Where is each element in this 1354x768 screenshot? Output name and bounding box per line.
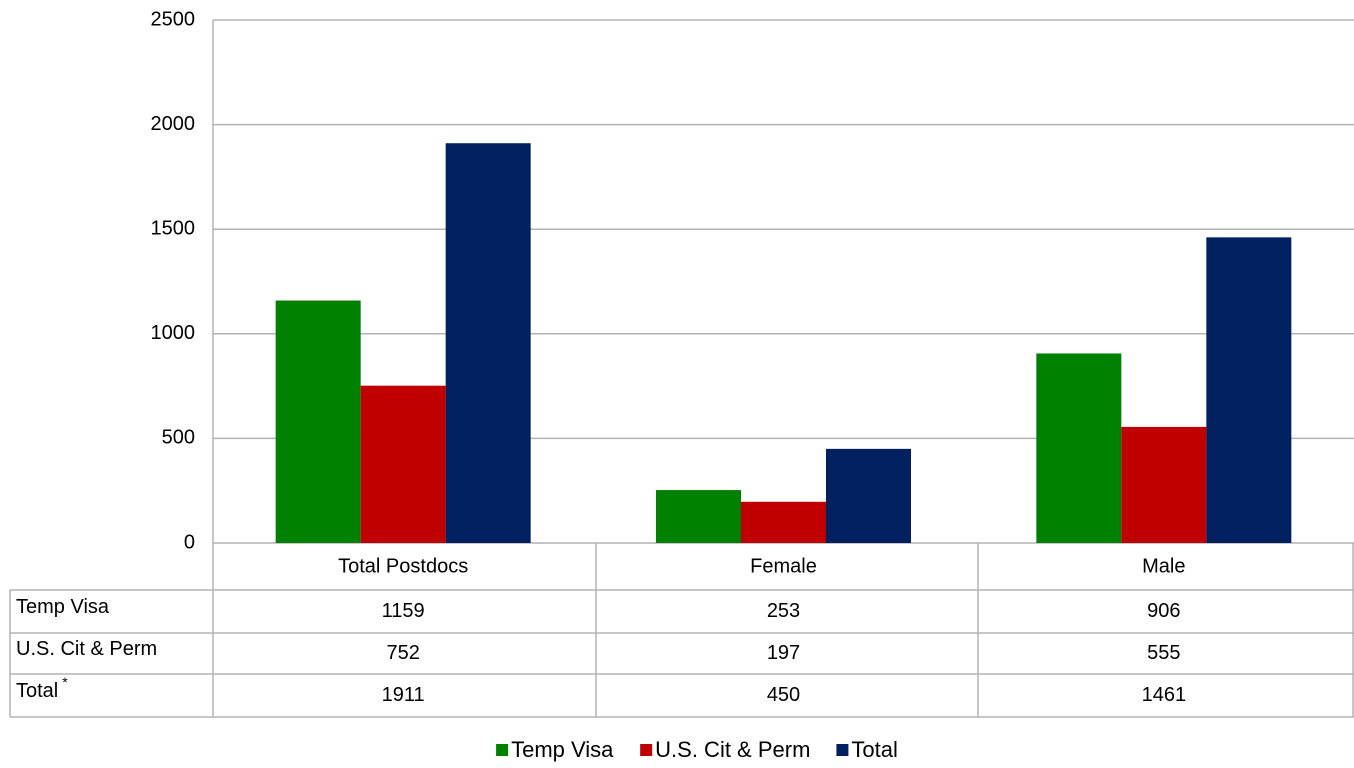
footnote-mark: * xyxy=(62,674,68,690)
table-row-label: Temp Visa xyxy=(16,596,110,618)
table-cell: 752 xyxy=(386,642,419,664)
bar xyxy=(656,490,741,543)
table-cell: 906 xyxy=(1147,600,1180,622)
legend-label: Temp Visa xyxy=(511,737,614,762)
bar xyxy=(826,448,911,543)
bar xyxy=(445,143,531,543)
table-cell: 555 xyxy=(1147,642,1180,664)
x-tick-label: Total Postdocs xyxy=(338,555,468,577)
y-tick-label: 500 xyxy=(162,427,195,449)
table-row-label: U.S. Cit & Perm xyxy=(16,638,157,660)
y-tick-label: 1500 xyxy=(151,217,196,239)
y-tick-label: 2500 xyxy=(151,8,196,30)
table-cell: 1461 xyxy=(1142,684,1187,706)
bar xyxy=(275,300,361,543)
table-cell: 1911 xyxy=(382,684,425,706)
table-cell: 253 xyxy=(767,600,800,622)
y-tick-label: 0 xyxy=(184,531,195,553)
bar xyxy=(741,501,826,543)
bar xyxy=(1206,237,1292,543)
legend-swatch xyxy=(836,744,849,756)
table-cell: 450 xyxy=(767,684,800,706)
x-tick-label: Male xyxy=(1142,555,1185,577)
y-tick-label: 2000 xyxy=(151,113,196,135)
table-row-label: Total xyxy=(16,680,58,702)
y-tick-label: 1000 xyxy=(151,322,196,344)
legend-swatch xyxy=(640,744,653,756)
x-tick-label: Female xyxy=(750,555,817,577)
bar xyxy=(360,385,446,543)
legend-label: Total xyxy=(851,737,897,762)
legend: Temp Visa U.S. Cit & Perm Total xyxy=(496,737,898,762)
legend-label: U.S. Cit & Perm xyxy=(655,737,810,762)
data-table-lines xyxy=(9,20,1354,718)
table-cell: 197 xyxy=(767,642,800,664)
bar xyxy=(1121,426,1207,543)
legend-swatch xyxy=(496,744,509,756)
table-cell: 1159 xyxy=(382,600,425,622)
bar xyxy=(1036,353,1122,543)
